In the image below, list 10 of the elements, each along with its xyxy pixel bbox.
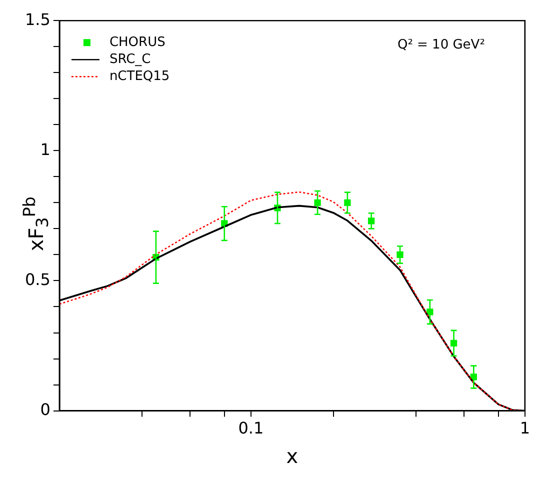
legend-label: SRC_C — [109, 52, 151, 67]
annotation: Q² = 10 GeV² — [397, 37, 485, 52]
legend-label: nCTEQ15 — [109, 68, 170, 84]
y-tick-label: 0.5 — [24, 270, 50, 289]
x-axis-title: x — [286, 444, 298, 468]
legend-label: CHORUS — [109, 34, 166, 50]
y-tick-label: 1.5 — [24, 10, 50, 29]
x-tick-label: 0.1 — [238, 418, 264, 438]
y-tick-label: 0 — [40, 400, 50, 419]
y-tick-label: 1 — [40, 140, 50, 159]
